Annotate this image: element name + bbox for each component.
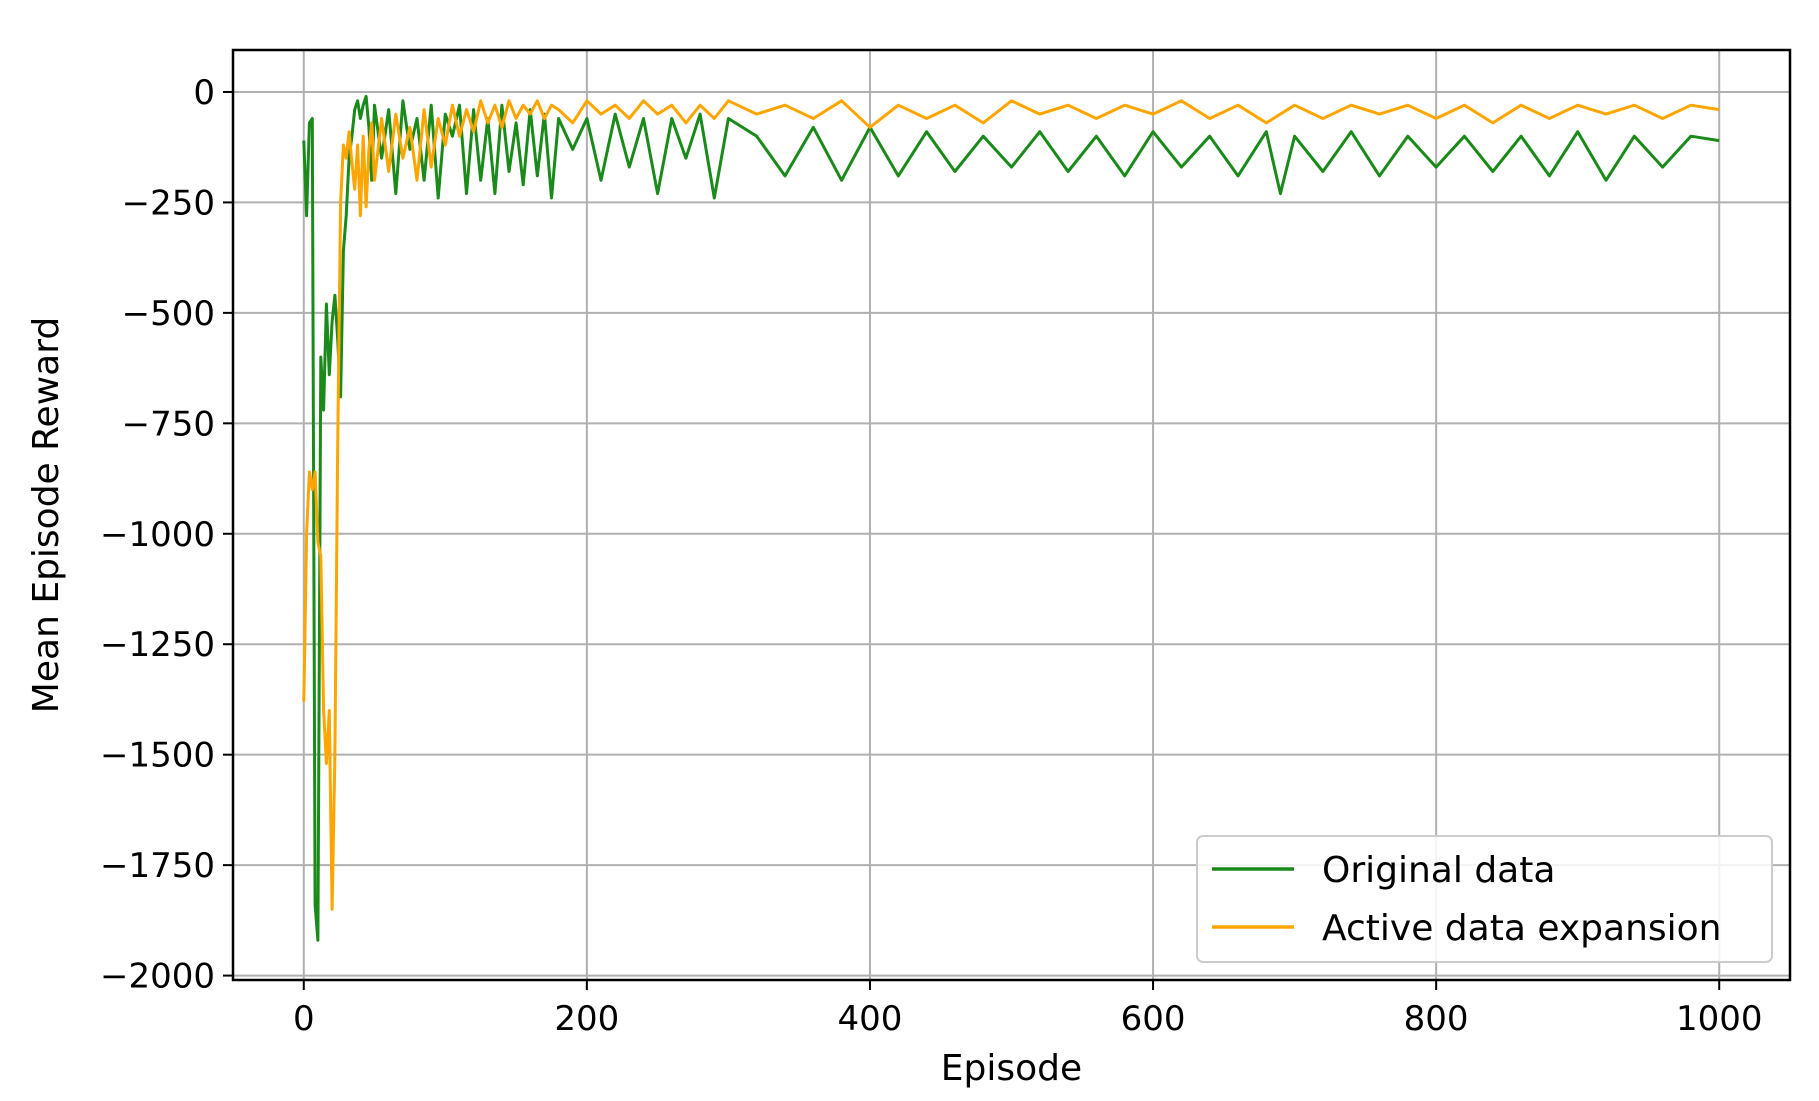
x-axis: 0 200 400 600 800 1000 bbox=[293, 980, 1763, 1039]
x-axis-title: Episode bbox=[941, 1048, 1082, 1089]
plot-frame bbox=[231, 48, 1792, 982]
legend-label-original-data: Original data bbox=[1322, 850, 1555, 891]
y-axis-title: Mean Episode Reward bbox=[26, 317, 67, 713]
y-axis: 0 −250 −500 −750 −1000 −1250 −1500 −1750 −2000 bbox=[100, 73, 233, 997]
series-line-original-data bbox=[302, 94, 1720, 942]
x-tick-label: 1000 bbox=[1676, 999, 1763, 1039]
x-tick-label: 600 bbox=[1121, 999, 1186, 1039]
series-line-active-data-expansion bbox=[302, 99, 1720, 911]
legend-box bbox=[1196, 835, 1773, 963]
y-tick-label: −250 bbox=[122, 183, 215, 223]
y-tick-label: −500 bbox=[122, 294, 215, 334]
y-tick-label: −1750 bbox=[100, 846, 215, 886]
x-tick-label: 400 bbox=[838, 999, 903, 1039]
series-layer bbox=[302, 94, 1720, 942]
x-tick-label: 200 bbox=[554, 999, 619, 1039]
y-tick-label: −1000 bbox=[100, 515, 215, 555]
legend-label-active-data-expansion: Active data expansion bbox=[1322, 908, 1721, 949]
y-tick-label: −1250 bbox=[100, 625, 215, 665]
y-tick-label: 0 bbox=[193, 73, 215, 113]
y-tick-label: −750 bbox=[122, 404, 215, 444]
y-tick-label: −2000 bbox=[100, 957, 215, 997]
y-tick-label: −1500 bbox=[100, 736, 215, 776]
x-tick-label: 0 bbox=[293, 999, 315, 1039]
legend: Original data Active data expansion bbox=[1196, 835, 1773, 963]
x-tick-label: 800 bbox=[1404, 999, 1469, 1039]
